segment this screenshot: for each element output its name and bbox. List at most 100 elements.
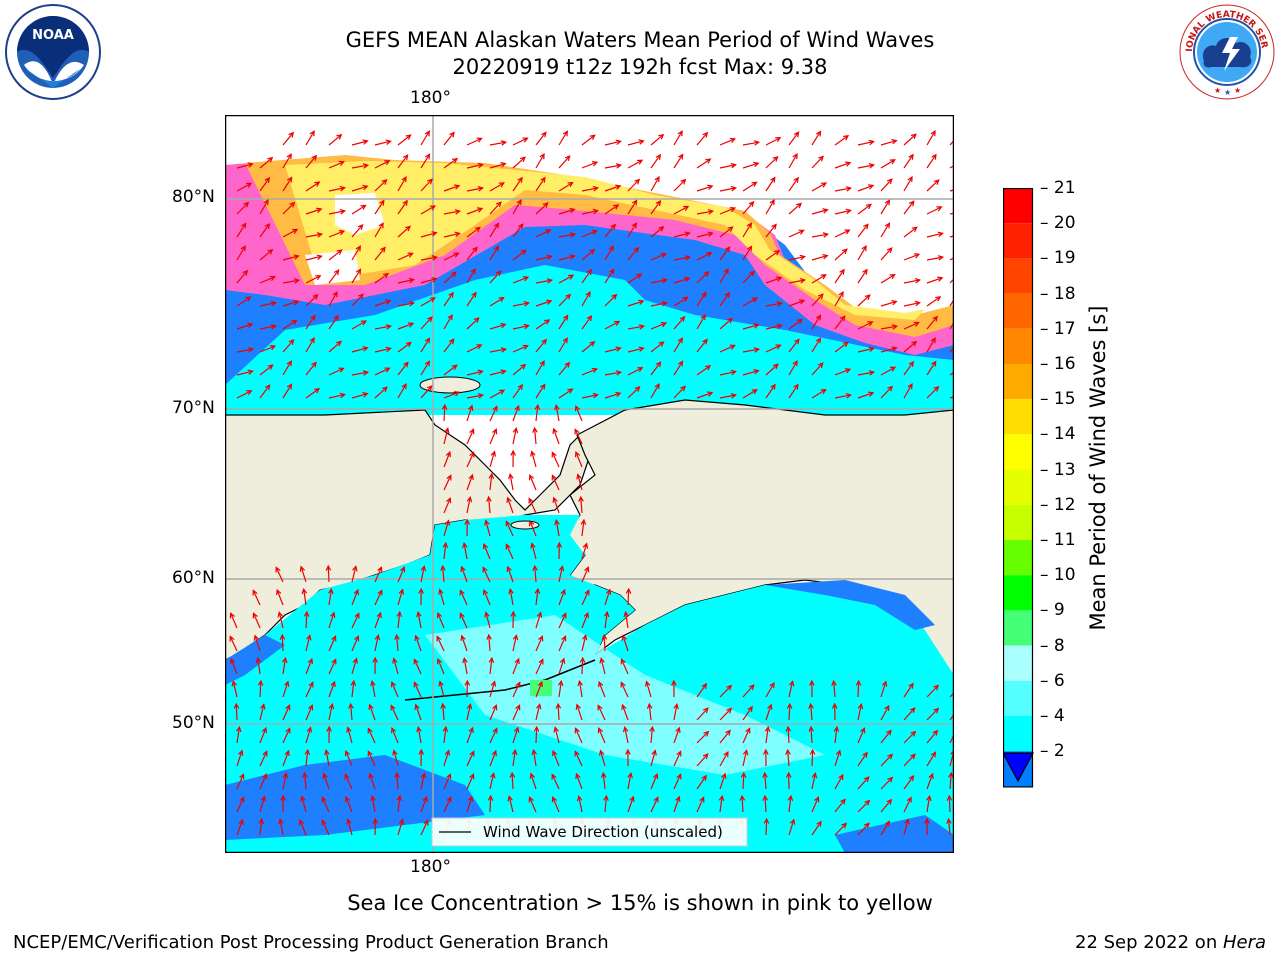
wave-arrow xyxy=(696,365,711,376)
wave-arrow xyxy=(466,405,473,422)
wave-arrow xyxy=(489,705,497,721)
wave-arrow xyxy=(393,750,399,767)
wave-arrow-head xyxy=(239,773,245,780)
wave-arrow-head xyxy=(326,725,332,732)
wave-arrow xyxy=(374,635,379,652)
wave-arrow xyxy=(788,177,799,192)
wave-arrow-head xyxy=(770,383,776,390)
wave-arrow xyxy=(345,796,353,813)
wave-arrow-head xyxy=(464,518,470,525)
wave-arrow-head xyxy=(338,160,345,166)
wave-arrow-head xyxy=(564,155,571,162)
wave-arrow-head xyxy=(793,131,800,138)
wave-arrow xyxy=(259,345,276,353)
wave-arrow-head xyxy=(500,140,508,146)
wave-arrow xyxy=(305,255,322,261)
wave-arrow-head xyxy=(620,658,626,665)
wave-arrow-head xyxy=(747,705,753,712)
wave-arrow xyxy=(903,731,916,744)
colorbar-tick-label: – 8 xyxy=(1040,635,1065,656)
wave-arrow-head xyxy=(519,156,526,163)
wave-arrow xyxy=(742,728,751,744)
wave-arrow xyxy=(650,134,664,146)
wave-arrow xyxy=(535,360,545,376)
wave-arrow xyxy=(351,269,361,284)
st-lawrence-island xyxy=(510,520,540,530)
wave-arrow-head xyxy=(448,291,454,298)
wave-arrow-head xyxy=(637,367,644,373)
wave-arrow xyxy=(788,203,802,215)
wave-arrow xyxy=(926,386,939,399)
wave-arrow-head xyxy=(442,541,449,548)
wave-arrow xyxy=(719,394,736,399)
wave-arrow xyxy=(650,773,658,790)
wave-arrow-head xyxy=(701,774,707,781)
wave-arrow-head xyxy=(385,324,393,330)
wave-arrow xyxy=(443,797,452,813)
wave-arrow xyxy=(466,394,483,399)
wave-arrow xyxy=(535,704,541,721)
colorbar-tick-label: – 13 xyxy=(1040,459,1076,480)
wave-arrow xyxy=(926,232,943,238)
wave-arrow xyxy=(765,727,769,744)
wave-arrow xyxy=(534,428,537,445)
wave-arrow xyxy=(880,300,897,307)
wave-arrow-head xyxy=(362,392,369,398)
wave-arrow-head xyxy=(328,587,334,595)
wave-arrow-head xyxy=(865,203,872,210)
wave-arrow-head xyxy=(769,681,775,689)
wave-arrow-head xyxy=(508,587,514,595)
wave-arrow-head xyxy=(431,231,438,237)
wave-arrow-head xyxy=(862,751,868,758)
wave-arrow-head xyxy=(911,340,918,347)
wave-arrow xyxy=(466,137,482,146)
colorbar-tick-label: – 20 xyxy=(1040,213,1076,234)
wave-arrow xyxy=(558,315,569,330)
wave-arrow xyxy=(236,390,252,399)
wave-arrow xyxy=(575,451,583,468)
wave-arrow xyxy=(696,132,708,146)
wave-arrow-head xyxy=(270,323,277,330)
wave-arrow-head xyxy=(764,725,771,733)
wave-arrow xyxy=(857,392,874,399)
wave-arrow-head xyxy=(649,725,655,732)
wave-arrow-head xyxy=(309,337,315,344)
wave-arrow-head xyxy=(280,794,286,801)
wave-arrow-head xyxy=(498,296,505,303)
wave-arrow xyxy=(397,796,401,813)
wave-arrow xyxy=(328,681,336,698)
wave-arrow-head xyxy=(546,299,553,305)
wave-arrow xyxy=(374,590,383,606)
wave-arrow-head xyxy=(495,270,502,277)
wave-arrow-head xyxy=(436,611,443,619)
wave-arrow-head xyxy=(474,226,481,233)
wave-arrow xyxy=(534,566,537,583)
wave-arrow-head xyxy=(482,542,489,550)
wave-arrow xyxy=(765,302,782,307)
sea-ice-note: Sea Ice Concentration > 15% is shown in … xyxy=(347,891,933,915)
wave-arrow-head xyxy=(470,268,476,275)
wave-arrow xyxy=(371,796,376,813)
wave-arrow-head xyxy=(675,795,681,802)
wave-arrow xyxy=(443,232,460,238)
wave-arrow xyxy=(259,704,265,721)
wave-arrow xyxy=(488,635,491,652)
wave-arrow xyxy=(719,292,730,307)
wave-arrow-head xyxy=(394,633,400,640)
wave-arrow-head xyxy=(776,323,783,330)
wave-arrow-head xyxy=(267,364,274,370)
wave-arrow xyxy=(788,384,799,399)
wave-arrow-head xyxy=(454,209,462,215)
wave-arrow xyxy=(857,321,873,330)
wave-arrow xyxy=(600,658,606,675)
wave-arrow-head xyxy=(815,314,822,321)
wave-arrow-head xyxy=(492,405,498,412)
wave-arrow-head xyxy=(638,139,645,145)
wave-arrow xyxy=(926,773,934,790)
wave-arrow-head xyxy=(520,363,527,370)
wave-arrow xyxy=(459,590,468,606)
wave-arrow-head xyxy=(541,131,547,138)
wave-arrow xyxy=(512,302,529,307)
wrangel-island xyxy=(419,376,481,394)
wave-arrow-head xyxy=(446,773,452,780)
